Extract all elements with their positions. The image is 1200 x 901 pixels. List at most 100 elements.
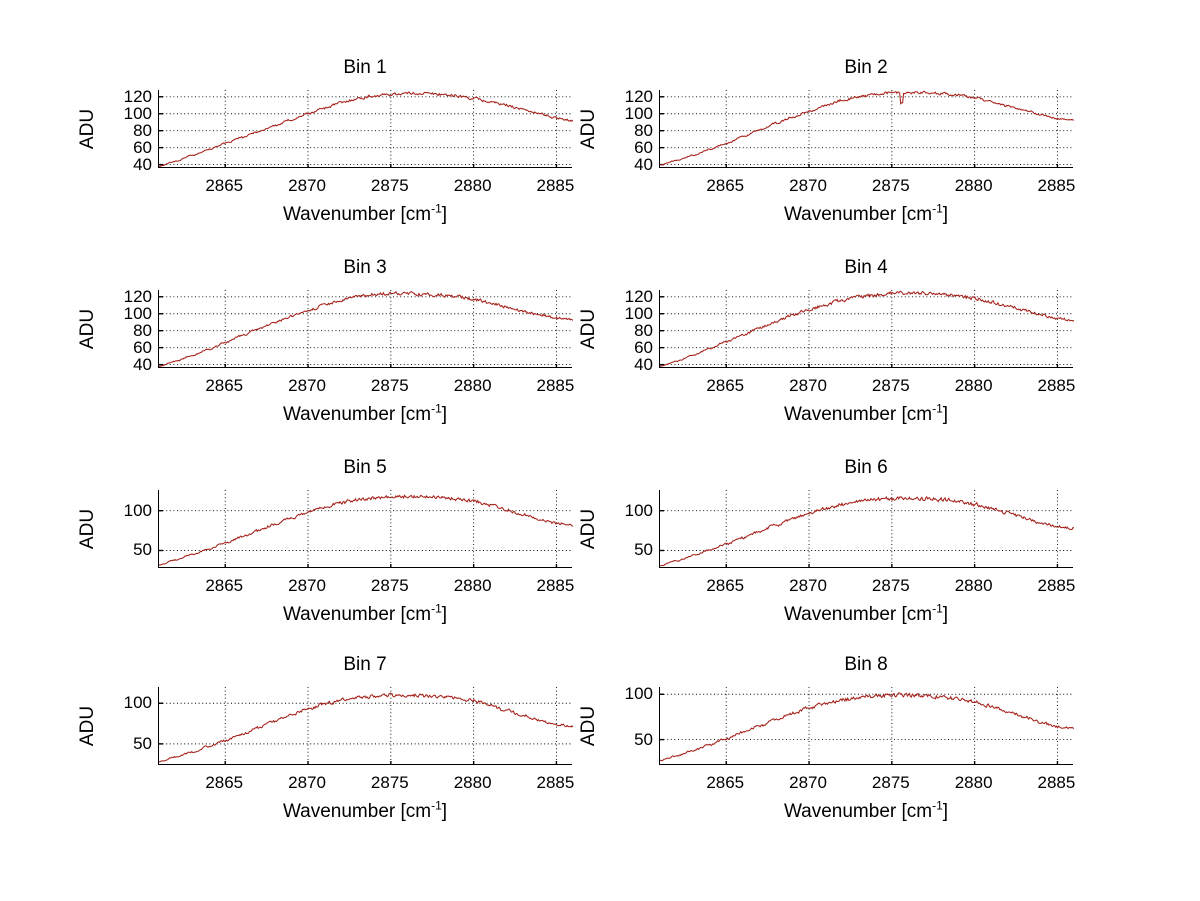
x-tick-label: 2880 <box>954 576 993 595</box>
x-axis-label-exponent: -1 <box>932 401 943 416</box>
x-tick-label: 2885 <box>1037 773 1076 792</box>
spectrum-line-bin-4 <box>660 290 1074 367</box>
x-axis-label-text: Wavenumber [cm <box>783 801 933 822</box>
y-tick-label: 100 <box>624 303 653 323</box>
x-axis-label-exponent: -1 <box>431 401 442 416</box>
x-tick-label: 2870 <box>789 773 827 792</box>
y-tick-label: 50 <box>634 540 653 560</box>
y-axis-label: ADU <box>578 705 599 747</box>
x-axis-label: Wavenumber [cm-1] <box>659 601 1073 626</box>
x-axis-label-text: Wavenumber [cm <box>783 204 933 225</box>
plot-area-bin-2 <box>659 90 1074 168</box>
x-tick-label: 2880 <box>954 176 993 195</box>
x-tick-label: 2865 <box>205 576 244 595</box>
x-tick-label: 2875 <box>871 376 910 395</box>
y-tick-label: 100 <box>123 500 152 520</box>
y-tick-label: 40 <box>133 354 152 374</box>
panel-title-bin-2: Bin 2 <box>844 57 888 78</box>
spectrum-line-bin-1 <box>159 91 573 167</box>
x-tick-label: 2865 <box>205 773 244 792</box>
plot-area-bin-7 <box>158 687 573 765</box>
x-tick-label: 2880 <box>954 773 993 792</box>
x-axis-label-bracket: ] <box>441 204 448 225</box>
x-tick-label: 2885 <box>536 773 575 792</box>
x-axis-label-bracket: ] <box>942 404 949 425</box>
spectrum-line-bin-8 <box>660 692 1074 762</box>
y-tick-label: 60 <box>634 137 653 157</box>
panel-title-bin-8: Bin 8 <box>844 654 888 675</box>
plot-graphics-bin-3 <box>159 290 573 368</box>
plot-graphics-bin-1 <box>159 90 573 168</box>
x-axis-label: Wavenumber [cm-1] <box>659 401 1073 426</box>
x-axis-label-exponent: -1 <box>932 601 943 616</box>
plot-area-bin-3 <box>158 290 573 368</box>
y-tick-label: 40 <box>634 354 653 374</box>
plot-area-bin-4 <box>659 290 1074 368</box>
panel-title-bin-5: Bin 5 <box>343 457 387 478</box>
panel-title-bin-6: Bin 6 <box>844 457 888 478</box>
x-axis-label-text: Wavenumber [cm <box>282 801 432 822</box>
x-tick-label: 2865 <box>205 376 244 395</box>
x-axis-label-text: Wavenumber [cm <box>282 604 432 625</box>
plot-area-bin-1 <box>158 90 573 168</box>
x-tick-label: 2875 <box>370 576 409 595</box>
x-tick-label: 2870 <box>288 176 326 195</box>
x-axis-label: Wavenumber [cm-1] <box>158 601 572 626</box>
x-tick-label: 2870 <box>789 576 827 595</box>
y-tick-label: 50 <box>133 733 152 753</box>
y-tick-label: 100 <box>123 303 152 323</box>
x-tick-label: 2870 <box>288 773 326 792</box>
plot-area-bin-6 <box>659 490 1074 568</box>
x-tick-label: 2875 <box>871 576 910 595</box>
x-tick-label: 2870 <box>789 176 827 195</box>
y-tick-label: 50 <box>133 540 152 560</box>
spectrum-line-bin-6 <box>660 495 1074 567</box>
x-axis-label-text: Wavenumber [cm <box>783 404 933 425</box>
x-axis-label-bracket: ] <box>942 204 949 225</box>
x-axis-label-text: Wavenumber [cm <box>783 604 933 625</box>
panel-title-bin-7: Bin 7 <box>343 654 387 675</box>
y-tick-label: 100 <box>624 684 653 704</box>
y-tick-label: 50 <box>634 729 653 749</box>
x-axis-label-bracket: ] <box>942 604 949 625</box>
x-tick-label: 2880 <box>453 576 492 595</box>
x-tick-label: 2885 <box>1037 376 1076 395</box>
y-tick-label: 100 <box>123 103 152 123</box>
x-axis-label-exponent: -1 <box>932 201 943 216</box>
panel-title-bin-4: Bin 4 <box>844 257 888 278</box>
x-axis-label-bracket: ] <box>942 801 949 822</box>
y-tick-label: 40 <box>634 154 653 174</box>
x-tick-label: 2865 <box>706 576 745 595</box>
x-axis-label: Wavenumber [cm-1] <box>158 203 572 226</box>
x-tick-label: 2865 <box>706 376 745 395</box>
y-tick-label: 60 <box>133 137 152 157</box>
x-tick-label: 2875 <box>370 176 409 195</box>
y-tick-label: 80 <box>133 320 152 340</box>
x-tick-label: 2870 <box>789 376 827 395</box>
x-tick-label: 2870 <box>288 576 326 595</box>
y-tick-label: 120 <box>624 286 653 306</box>
x-tick-label: 2880 <box>453 376 492 395</box>
x-axis-label-text: Wavenumber [cm <box>282 404 432 425</box>
y-tick-label: 120 <box>123 86 152 106</box>
y-tick-label: 100 <box>624 103 653 123</box>
x-tick-label: 2870 <box>288 376 326 395</box>
x-tick-label: 2880 <box>954 376 993 395</box>
x-tick-label: 2880 <box>453 176 492 195</box>
spectrum-line-bin-2 <box>660 90 1074 166</box>
x-tick-label: 2875 <box>370 376 409 395</box>
x-axis-label-text: Wavenumber [cm <box>282 204 432 225</box>
y-tick-label: 60 <box>634 337 653 357</box>
x-tick-label: 2885 <box>1037 176 1076 195</box>
plot-area-bin-5 <box>158 490 573 568</box>
y-tick-label: 80 <box>634 120 653 140</box>
spectrum-line-bin-3 <box>159 290 573 367</box>
x-axis-label-exponent: -1 <box>431 601 442 616</box>
y-tick-label: 100 <box>624 500 653 520</box>
x-axis-label: Wavenumber [cm-1] <box>659 800 1073 823</box>
